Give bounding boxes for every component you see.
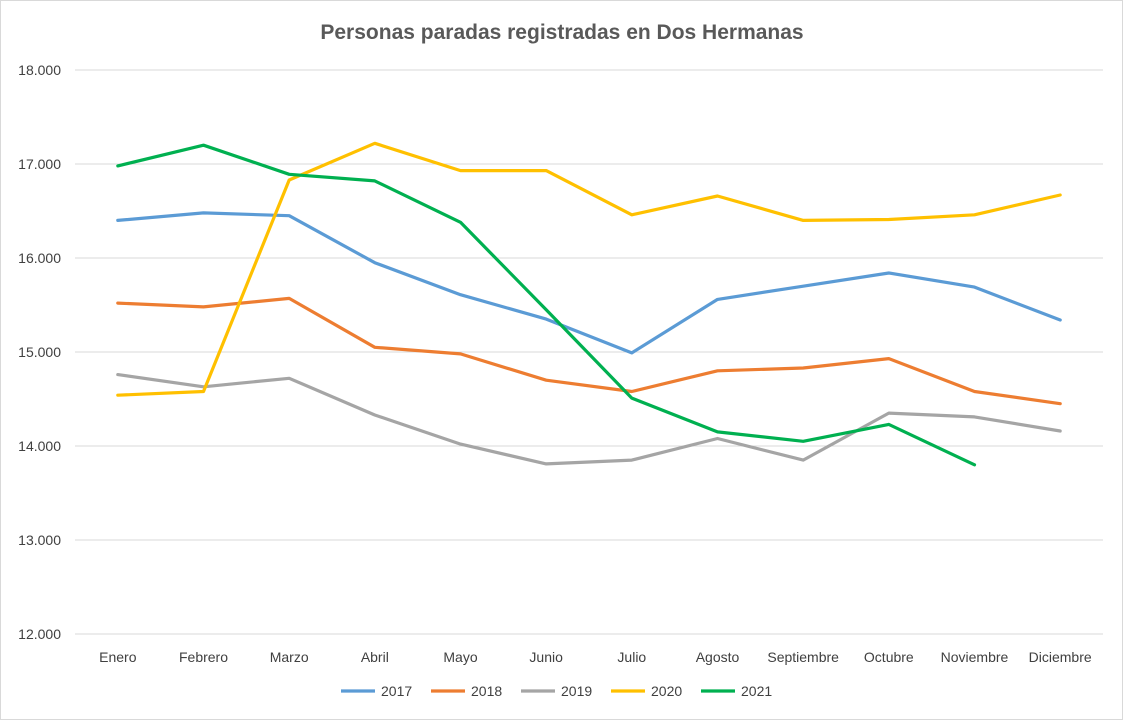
legend-item-2019: 2019 [521, 683, 592, 699]
y-tick-label: 17.000 [18, 156, 61, 172]
series-line-2021 [116, 143, 977, 467]
x-tick-label: Junio [529, 649, 563, 665]
legend-label: 2017 [381, 683, 412, 699]
x-tick-label: Marzo [270, 649, 309, 665]
x-tick-label: Noviembre [941, 649, 1009, 665]
x-tick-label: Septiembre [767, 649, 839, 665]
legend-label: 2020 [651, 683, 682, 699]
y-tick-label: 18.000 [18, 62, 61, 78]
chart-title: Personas paradas registradas en Dos Herm… [320, 21, 803, 44]
y-tick-label: 16.000 [18, 250, 61, 266]
legend-item-2021: 2021 [701, 683, 772, 699]
x-tick-label: Febrero [179, 649, 228, 665]
x-tick-label: Mayo [443, 649, 477, 665]
gridlines [75, 69, 1103, 635]
legend-label: 2021 [741, 683, 772, 699]
x-tick-label: Enero [99, 649, 137, 665]
series-line-2017 [116, 211, 1062, 355]
legend-label: 2019 [561, 683, 592, 699]
y-tick-label: 13.000 [18, 532, 61, 548]
series-line-2020 [116, 141, 1062, 397]
series-lines [116, 141, 1062, 467]
series-line-2019 [116, 373, 1062, 466]
y-tick-label: 12.000 [18, 626, 61, 642]
x-tick-label: Abril [361, 649, 389, 665]
x-tick-label: Diciembre [1029, 649, 1092, 665]
x-axis: Enero Febrero Marzo Abril Mayo Junio Julio Agos… [99, 649, 1092, 665]
x-tick-label: Octubre [864, 649, 914, 665]
legend: 2017 2018 2019 2020 2021 [341, 683, 772, 699]
y-tick-label: 15.000 [18, 344, 61, 360]
y-tick-label: 14.000 [18, 438, 61, 454]
legend-item-2017: 2017 [341, 683, 412, 699]
legend-item-2018: 2018 [431, 683, 502, 699]
series-line-2018 [116, 296, 1062, 406]
legend-label: 2018 [471, 683, 502, 699]
y-axis: 12.000 13.000 14.000 15.000 16.000 17.000 18.0… [18, 62, 61, 642]
x-tick-label: Julio [617, 649, 646, 665]
x-tick-label: Agosto [696, 649, 740, 665]
legend-item-2020: 2020 [611, 683, 682, 699]
